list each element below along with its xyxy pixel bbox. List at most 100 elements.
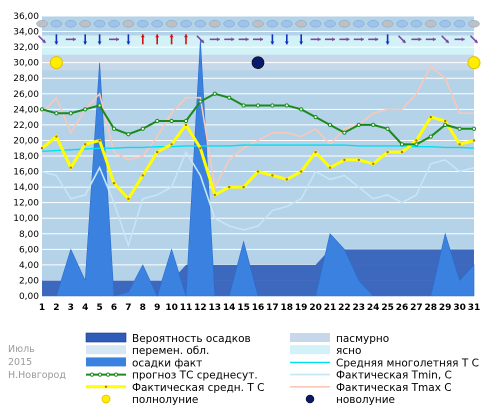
fact-avg-point — [127, 197, 130, 200]
legend-label: полнолуние — [132, 394, 198, 406]
x-tick-label: 11 — [180, 303, 193, 313]
weather-icon — [468, 20, 480, 28]
precip-fact-area-path — [42, 39, 475, 297]
x-tick-label: 8 — [140, 303, 146, 313]
weather-icon — [194, 20, 207, 28]
forecast-point — [313, 115, 318, 120]
fact-avg-point — [400, 150, 404, 154]
y-tick-label: 10,00 — [13, 214, 39, 224]
x-tick-label: 17 — [266, 303, 279, 313]
x-tick-label: 4 — [82, 303, 88, 313]
weather-icon — [50, 20, 63, 28]
weather-icon — [36, 20, 48, 28]
weather-icon — [425, 20, 437, 28]
weather-icon — [165, 20, 178, 28]
fact-avg-point — [84, 143, 87, 146]
x-axis: 1 2 3 4 5 6 7 8 9 10 11 12 13 14 15 16 17 18 19 20 21 22 23 24 2… — [39, 303, 480, 313]
legend-swatch-variable-clouds — [86, 345, 126, 355]
weather-icon — [108, 20, 120, 28]
forecast-point — [457, 126, 462, 131]
x-tick-label: 30 — [453, 303, 466, 313]
legend-label: Средняя многолетняя Т С — [336, 357, 479, 369]
forecast-point — [255, 103, 261, 108]
y-tick-label: 18,00 — [13, 152, 39, 162]
legend-label: новолуние — [336, 394, 395, 406]
weather-icon — [281, 20, 293, 28]
x-tick-label: 29 — [439, 303, 452, 313]
new-moon-icon — [251, 56, 265, 69]
forecast-point — [414, 142, 419, 147]
weather-icons-row — [36, 20, 480, 45]
legend-new-moon-icon — [305, 394, 315, 404]
forecast-point — [342, 130, 347, 135]
y-tick-label: 26,00 — [13, 90, 39, 100]
x-tick-label: 28 — [425, 303, 438, 313]
forecast-point — [198, 99, 203, 104]
fact-avg-point — [199, 147, 202, 150]
weather-icon — [338, 20, 351, 28]
legend-label: прогноз ТС среднесут. — [132, 370, 258, 382]
wind-arrow-head-icon — [169, 34, 174, 38]
fact-avg-point — [285, 178, 288, 181]
legend-label: пасмурно — [336, 333, 389, 345]
x-tick-label: 9 — [154, 303, 160, 313]
y-tick-label: 22,00 — [13, 121, 39, 131]
forecast-point — [327, 122, 333, 127]
fact-avg-point — [415, 139, 418, 142]
forecast-point — [471, 126, 477, 131]
y-tick-label: 32,00 — [13, 43, 39, 53]
x-tick-label: 10 — [165, 303, 178, 313]
weather-icon — [209, 20, 221, 28]
wind-arrow-head-icon — [385, 41, 390, 45]
legend-swatch-overcast — [290, 333, 330, 342]
tmax-line — [41, 65, 474, 190]
x-tick-label: 1 — [39, 303, 45, 313]
fact-avg-point — [184, 123, 188, 127]
fact-avg-point — [472, 139, 476, 142]
wind-arrow-head-icon — [346, 37, 350, 42]
forecast-point — [212, 91, 217, 96]
weather-icon — [180, 20, 192, 28]
cloud-bands — [42, 35, 474, 71]
weather-icon — [237, 20, 250, 28]
fact-avg-point — [343, 158, 346, 162]
x-tick-label: 21 — [324, 303, 337, 313]
x-tick-label: 18 — [281, 303, 294, 313]
wind-arrow-head-icon — [216, 37, 220, 42]
x-tick-label: 14 — [223, 303, 236, 313]
weather-icon — [137, 20, 149, 28]
weather-icon — [266, 20, 279, 28]
legend-label: Вероятность осадков — [132, 333, 251, 345]
wind-arrow-head-icon — [375, 37, 379, 42]
forecast-point — [356, 122, 361, 127]
forecast-point — [241, 103, 246, 108]
legend-swatch-forecast-point — [97, 372, 103, 377]
fact-avg-point — [156, 150, 159, 154]
forecast-point — [83, 107, 88, 112]
x-tick-label: 31 — [468, 303, 481, 313]
weather-icon — [223, 20, 235, 28]
forecast-point — [54, 111, 59, 116]
wind-arrow-head-icon — [245, 37, 249, 42]
legend-label: осадки факт — [132, 357, 202, 369]
fact-avg-point — [40, 147, 44, 150]
wind-arrow-head-icon — [200, 39, 204, 43]
clear-band — [42, 35, 474, 55]
forecast-point — [227, 95, 232, 100]
wind-arrow-head-icon — [461, 37, 465, 42]
series-lines — [39, 65, 477, 249]
weather-icon — [309, 20, 322, 28]
precip-fact-area — [42, 39, 475, 297]
legend-swatch-clear — [290, 345, 330, 355]
forecast-point — [183, 118, 189, 124]
weather-icon — [367, 20, 379, 28]
weather-icon — [65, 20, 77, 28]
wind-arrow-head-icon — [260, 37, 263, 42]
y-tick-label: 24,00 — [13, 105, 39, 115]
fact-avg-point — [141, 174, 144, 177]
legend-swatch-fact-avg-point — [104, 385, 108, 388]
y-tick-label: 6,00 — [19, 245, 39, 255]
x-tick-label: 6 — [111, 303, 117, 313]
forecast-point — [443, 122, 448, 127]
fact-avg-point — [357, 158, 360, 162]
